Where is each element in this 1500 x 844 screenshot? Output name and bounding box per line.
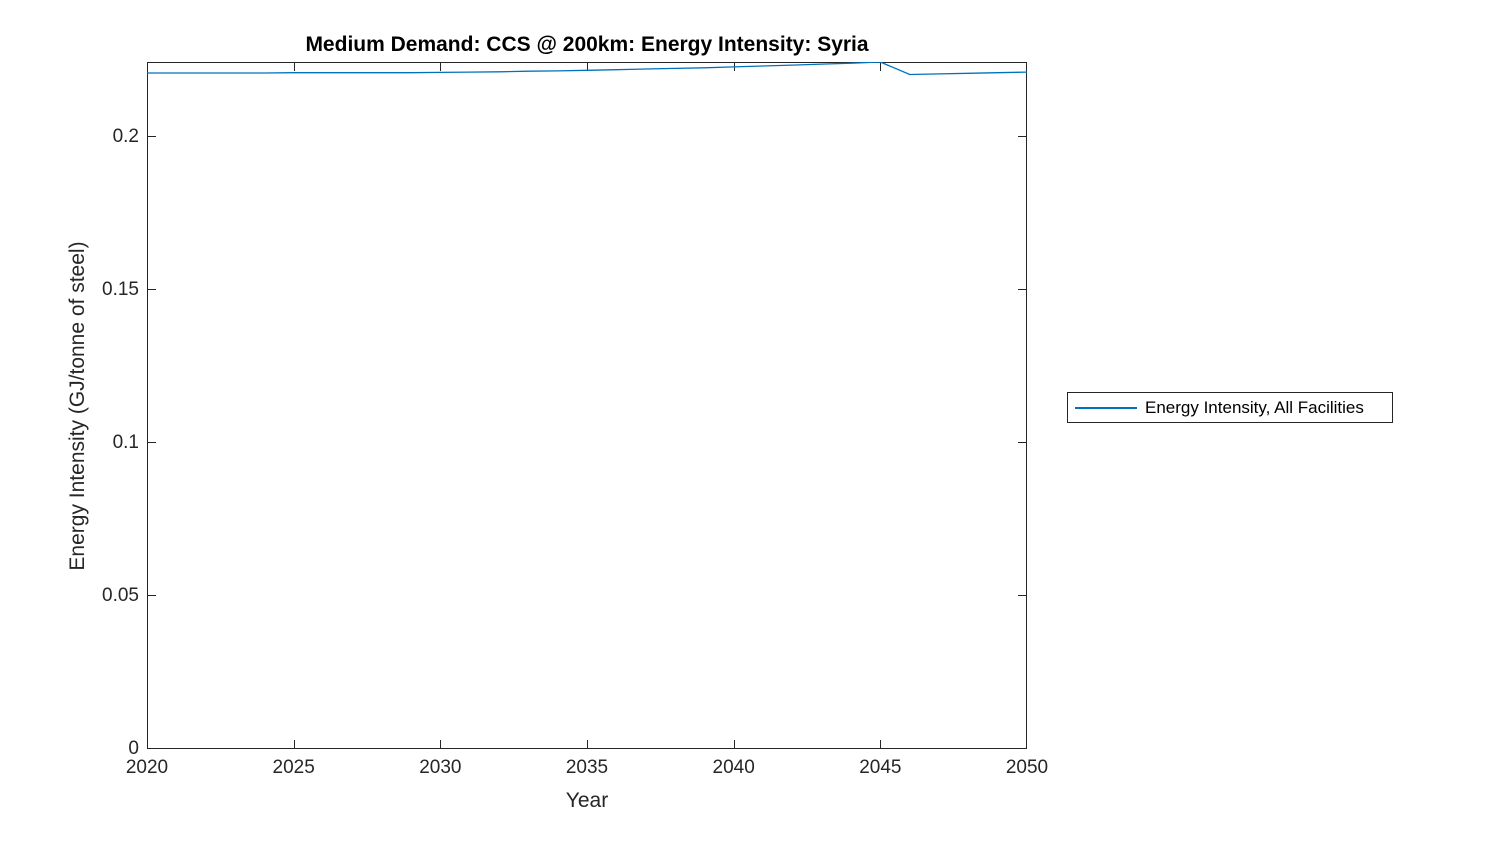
x-tick-label: 2045 (859, 757, 902, 778)
y-tick-label: 0.2 (112, 125, 139, 147)
y-tick-label: 0.05 (102, 584, 139, 606)
legend: Energy Intensity, All Facilities (1067, 392, 1393, 423)
x-tick-label: 2030 (419, 757, 462, 778)
y-tick-label: 0.15 (102, 278, 139, 300)
x-axis-label: Year (565, 789, 609, 812)
axes-box (147, 62, 1027, 749)
y-tick-label: 0.1 (112, 431, 139, 453)
chart-title: Medium Demand: CCS @ 200km: Energy Inten… (305, 33, 869, 56)
legend-line-sample-icon (1075, 406, 1137, 409)
x-tick-label: 2050 (1005, 757, 1049, 778)
x-tick-label: 2020 (125, 757, 169, 778)
legend-entry-label: Energy Intensity, All Facilities (1145, 397, 1364, 417)
x-tick-label: 2025 (272, 757, 315, 778)
y-tick-label: 0 (128, 738, 139, 759)
plot-area (147, 62, 1027, 749)
x-tick-label: 2035 (565, 757, 609, 778)
data-line (147, 62, 1027, 76)
x-tick-label: 2040 (712, 757, 755, 778)
